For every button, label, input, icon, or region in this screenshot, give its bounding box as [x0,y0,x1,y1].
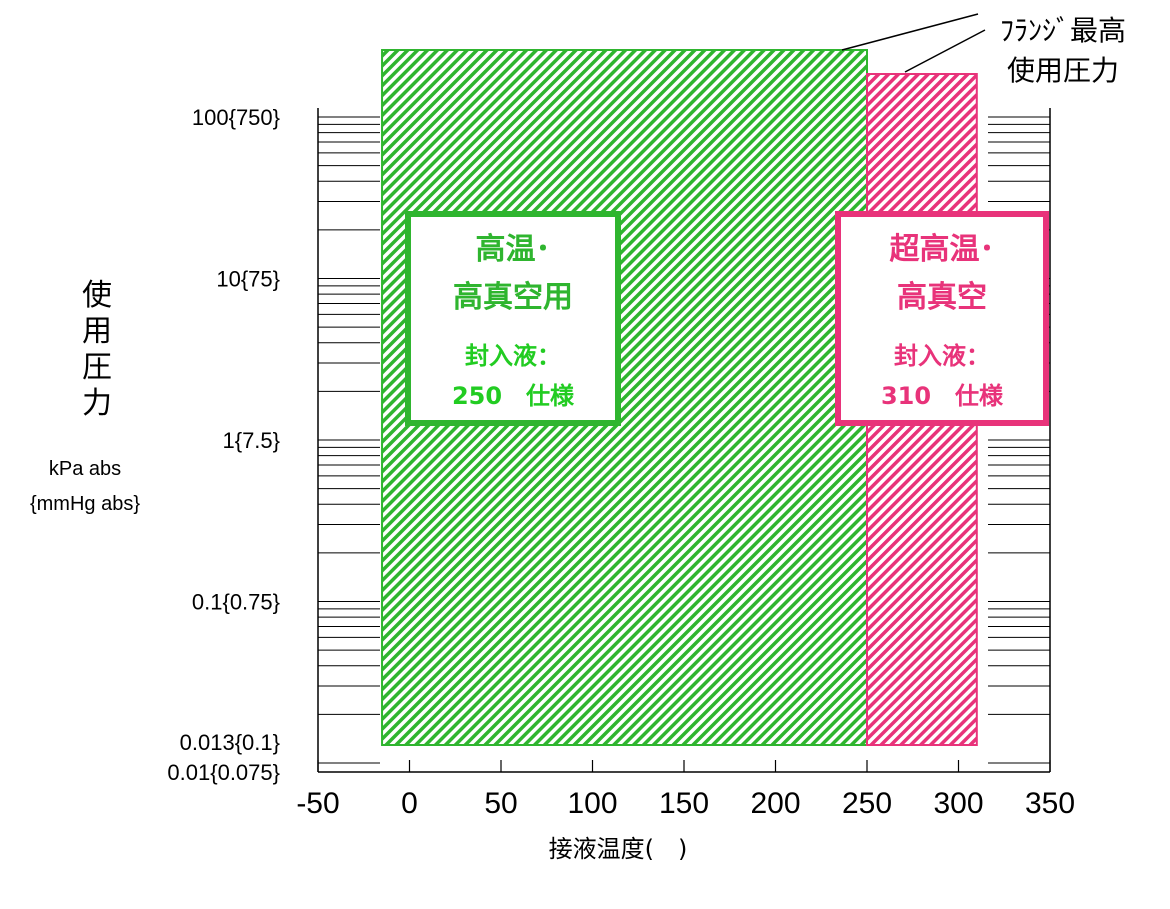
x-axis-label: 接液温度( ) [549,835,688,863]
top-caption-fragment [205,0,965,6]
x-axis-ticks: -50 0 50 100 150 200 250 300 350 [296,760,1075,820]
x-tick-label: 50 [484,787,517,820]
x-tick-label: 200 [750,787,800,820]
x-tick-label: 100 [567,787,617,820]
x-tick-label: 0 [401,787,418,820]
y-axis-unit-alt: {mmHg abs} [30,493,140,515]
region-title-line: 高温･ [476,232,551,267]
x-tick-label: 150 [659,787,709,820]
annotation-line-2: 使用圧力 [1007,54,1119,87]
region-fill-liquid-line: 封入液： [894,342,990,370]
y-axis-label: 使用圧力 kPa abs {mmHg abs} [30,278,140,515]
region-title-line: 高真空 [897,280,987,315]
y-tick-label: 100{750} [192,105,280,130]
x-tick-label: 300 [933,787,983,820]
region-fill-liquid-line: 310 仕様 [881,382,1004,410]
y-tick-label: 0.01{0.075} [167,760,280,785]
region-fill-liquid-line: 250 仕様 [452,382,575,410]
y-axis-ticks: 100{750} 10{75} 1{7.5} 0.1{0.75} 0.013{0.1} 0… [167,105,280,785]
region-title-line: 高真空用 [453,280,573,315]
region-fill-liquid-line: 封入液： [465,342,561,370]
annotation-line-1: ﾌﾗﾝｼﾞ最高 [1000,14,1126,47]
y-axis-unit: kPa abs [49,458,121,480]
y-tick-label: 0.013{0.1} [180,730,280,755]
y-tick-label: 1{7.5} [222,428,280,453]
x-tick-label: 350 [1025,787,1075,820]
x-tick-label: 250 [842,787,892,820]
y-tick-label: 10{75} [216,267,280,292]
region-title-line: 超高温･ [890,232,995,267]
svg-text:使用圧力: 使用圧力 [82,278,112,421]
flange-max-pressure-annotation: ﾌﾗﾝｼﾞ最高 使用圧力 [841,13,1126,87]
x-tick-label: -50 [296,787,339,820]
y-tick-label: 0.1{0.75} [192,590,280,615]
